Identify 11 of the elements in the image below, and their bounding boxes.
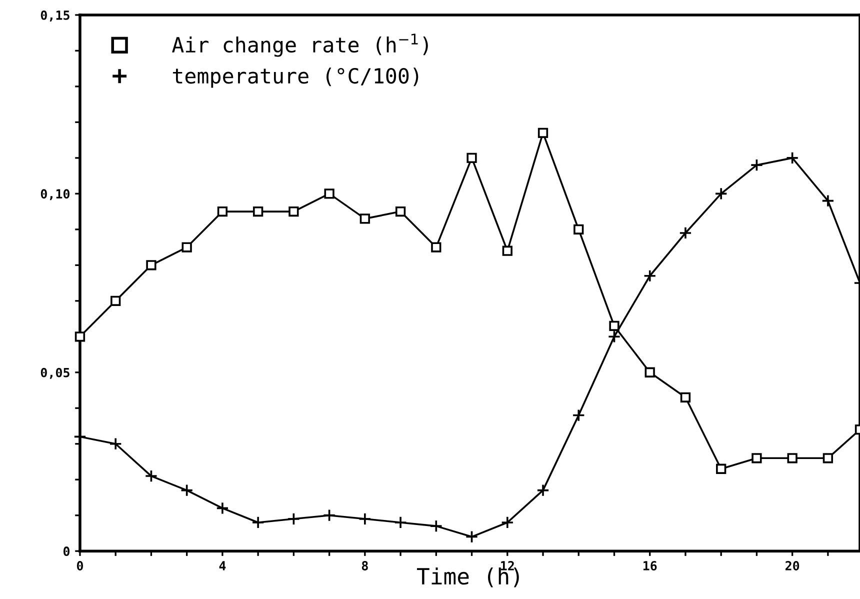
y-tick-label: 0,10 <box>40 189 70 200</box>
x-tick-label: 8 <box>362 561 368 570</box>
x-tick-label: 20 <box>786 561 800 570</box>
y-tick-label: 0,15 <box>40 10 70 22</box>
x-tick-label: 4 <box>219 561 226 570</box>
legend-label: Air change rate (h$^{−1}$) <box>172 34 428 57</box>
x-tick-label: 0 <box>76 561 83 570</box>
x-tick-label: 16 <box>643 561 657 570</box>
y-tick-label: 0,05 <box>40 368 70 379</box>
y-tick-label: 0 <box>63 546 70 556</box>
legend-label: temperature (°C/100) <box>172 68 418 88</box>
